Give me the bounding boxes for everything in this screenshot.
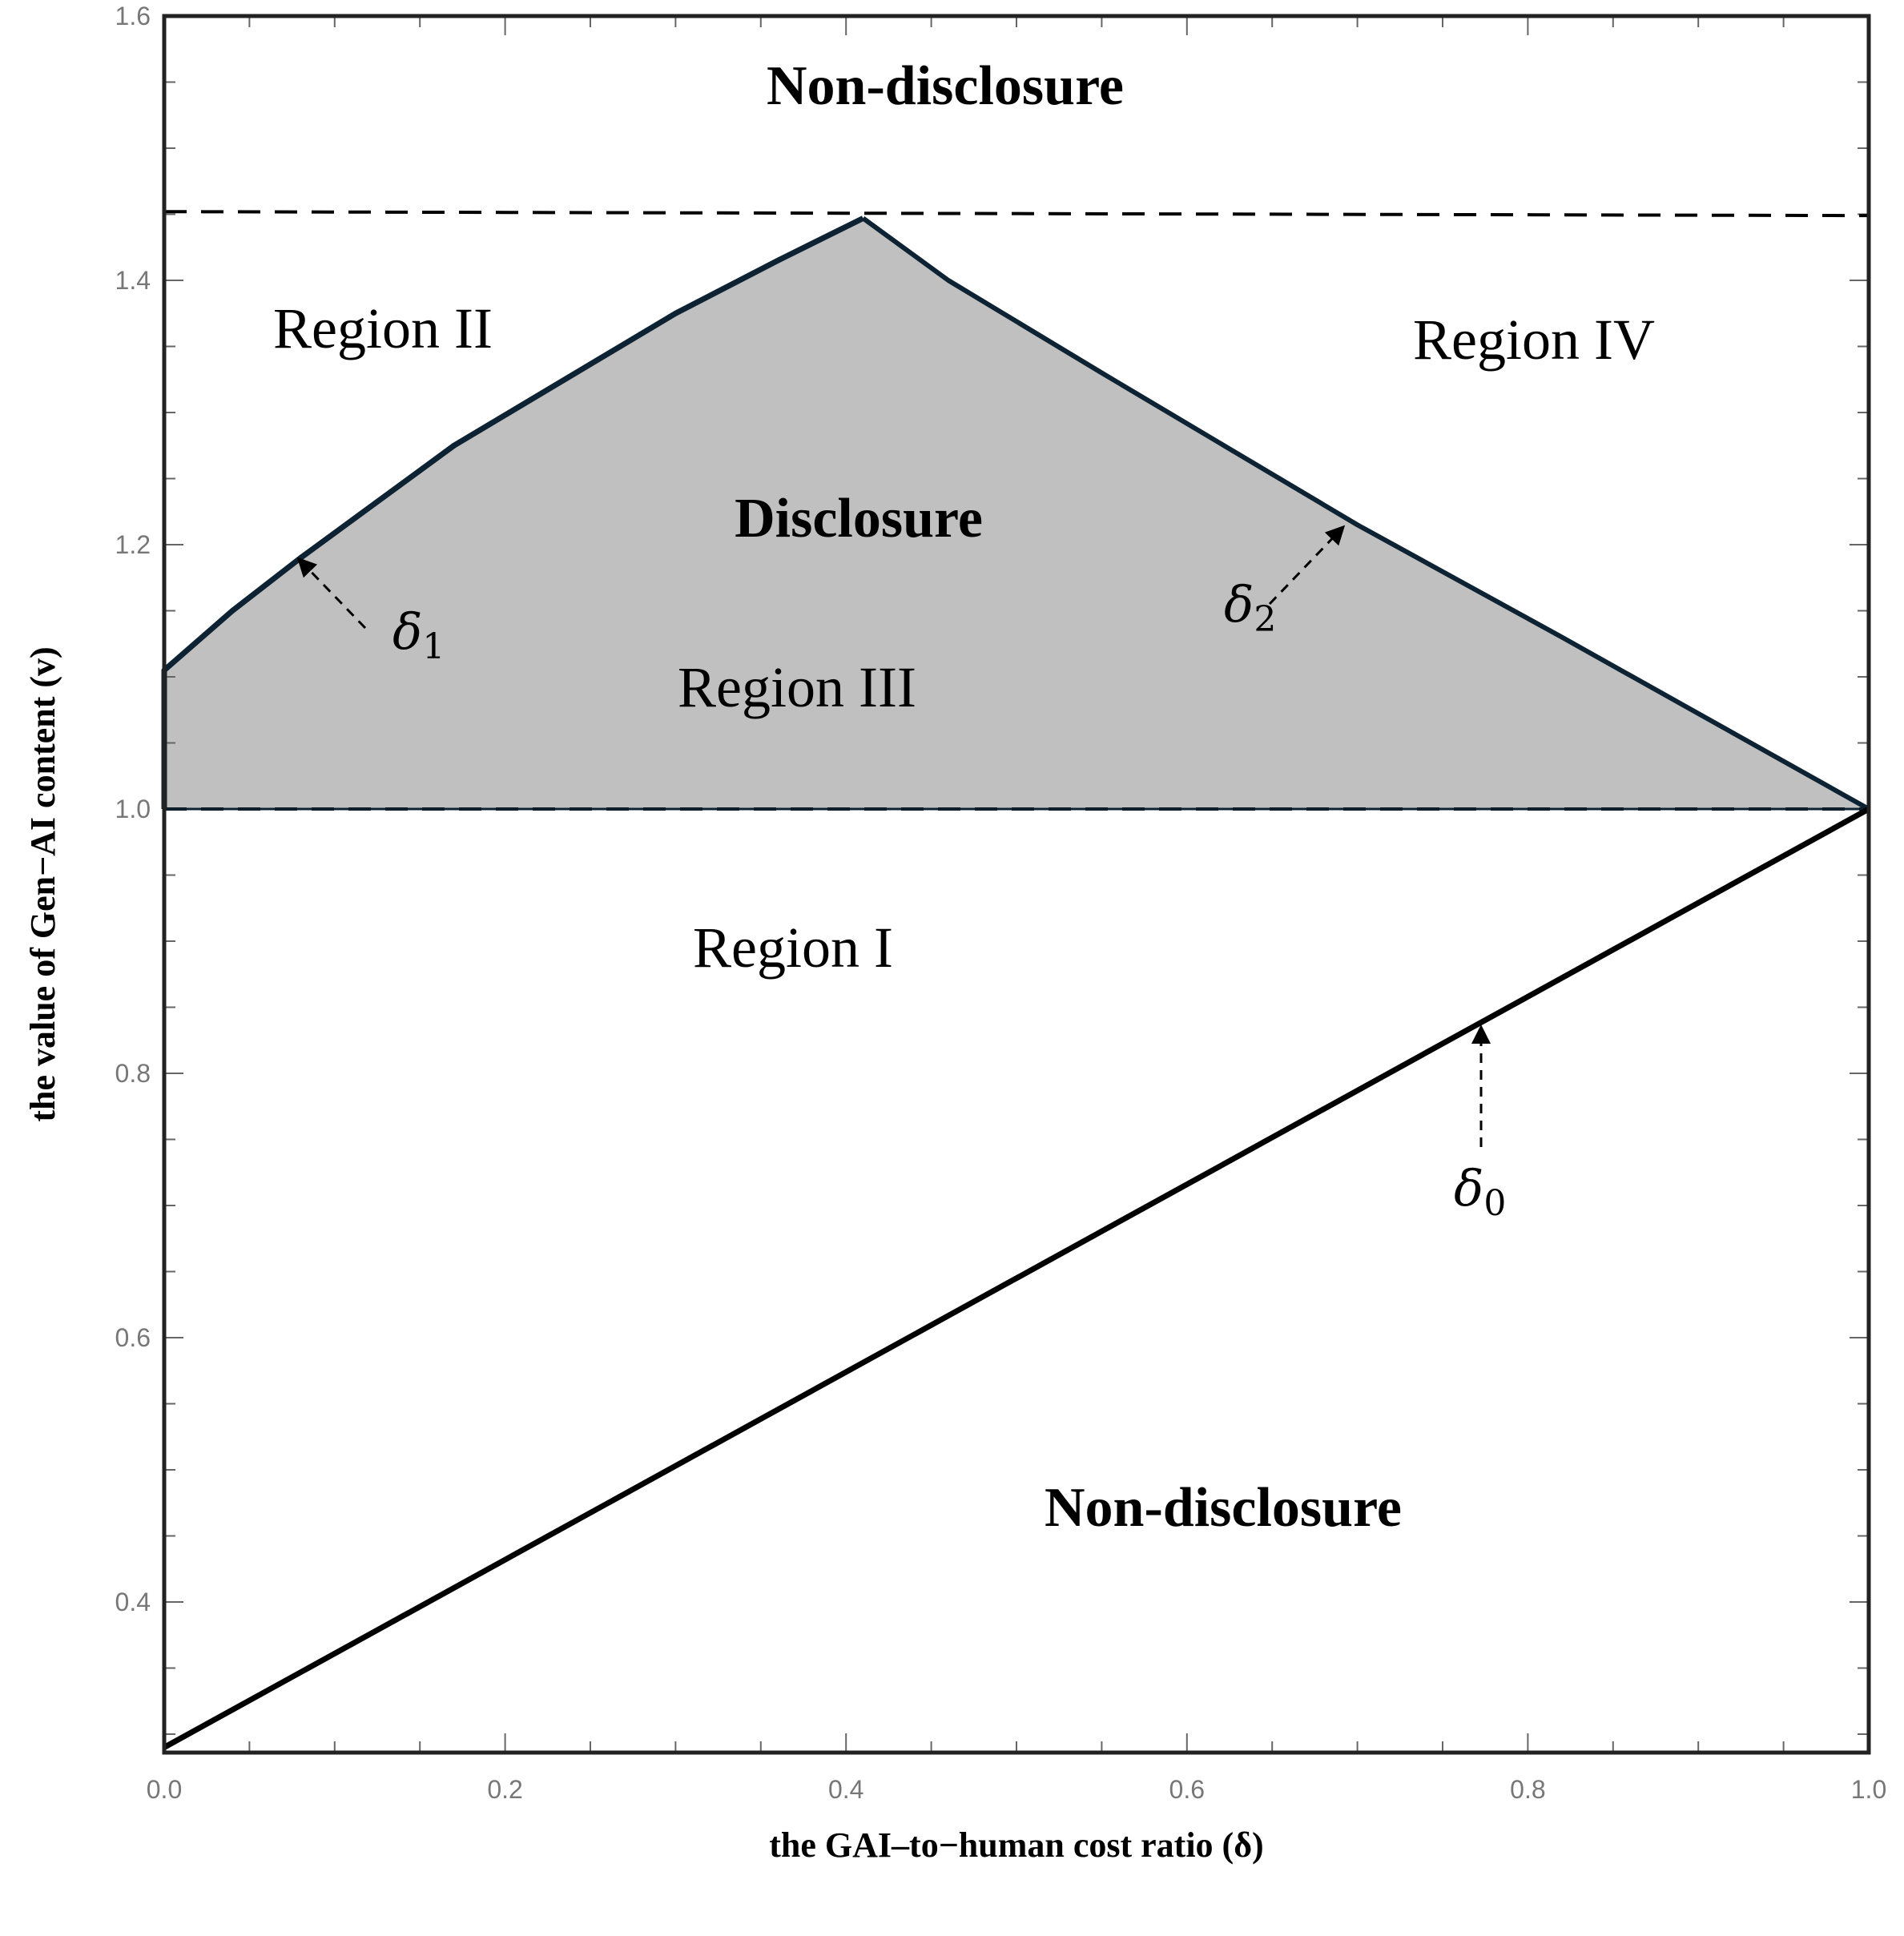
- delta-2-arrow: [1268, 525, 1346, 606]
- x-tick-label: 1.0: [1851, 1775, 1886, 1804]
- label-delta-1: δ1: [392, 602, 445, 667]
- x-axis-title: the GAI–to−human cost ratio (δ): [769, 1825, 1263, 1865]
- label-region-3: Region III: [678, 655, 916, 719]
- y-tick-label: 1.2: [115, 530, 151, 559]
- label-region-4: Region IV: [1413, 308, 1655, 372]
- y-tick-label: 0.8: [115, 1059, 151, 1088]
- y-tick-label: 1.0: [115, 795, 151, 823]
- ticks: 0.0 0.2 0.4 0.6 0.8 1.0 0.4 0.6 0.8 1.0 1.2 1.4 1.6: [115, 2, 1887, 1804]
- label-region-2: Region II: [273, 296, 493, 360]
- delta-1-curve: [161, 215, 865, 809]
- y-axis-title: the value of Gen−AI content (v): [23, 646, 62, 1121]
- upper-dashed-line: [163, 210, 1870, 218]
- label-region-1: Region I: [693, 916, 893, 980]
- y-tick-label: 0.6: [115, 1323, 151, 1352]
- x-tick-label: 0.4: [828, 1775, 863, 1804]
- delta-0-line: [163, 806, 1870, 1750]
- label-delta-2: δ2: [1224, 575, 1276, 640]
- delta-2-curve: [861, 216, 1870, 811]
- x-tick-label: 0.0: [147, 1775, 182, 1804]
- y-tick-label: 0.4: [115, 1588, 151, 1616]
- x-tick-label: 0.6: [1169, 1775, 1205, 1804]
- label-non-disclosure-top: Non-disclosure: [767, 55, 1124, 117]
- x-tick-label: 0.8: [1510, 1775, 1545, 1804]
- y-tick-label: 1.6: [115, 2, 151, 30]
- label-delta-0: δ0: [1454, 1159, 1506, 1224]
- x-tick-label: 0.2: [487, 1775, 522, 1804]
- label-disclosure: Disclosure: [735, 488, 983, 549]
- y-tick-label: 1.4: [115, 266, 151, 295]
- plot-frame: [162, 14, 1871, 1755]
- lines: [161, 210, 1870, 1750]
- label-non-disclosure-bottom: Non-disclosure: [1045, 1477, 1402, 1539]
